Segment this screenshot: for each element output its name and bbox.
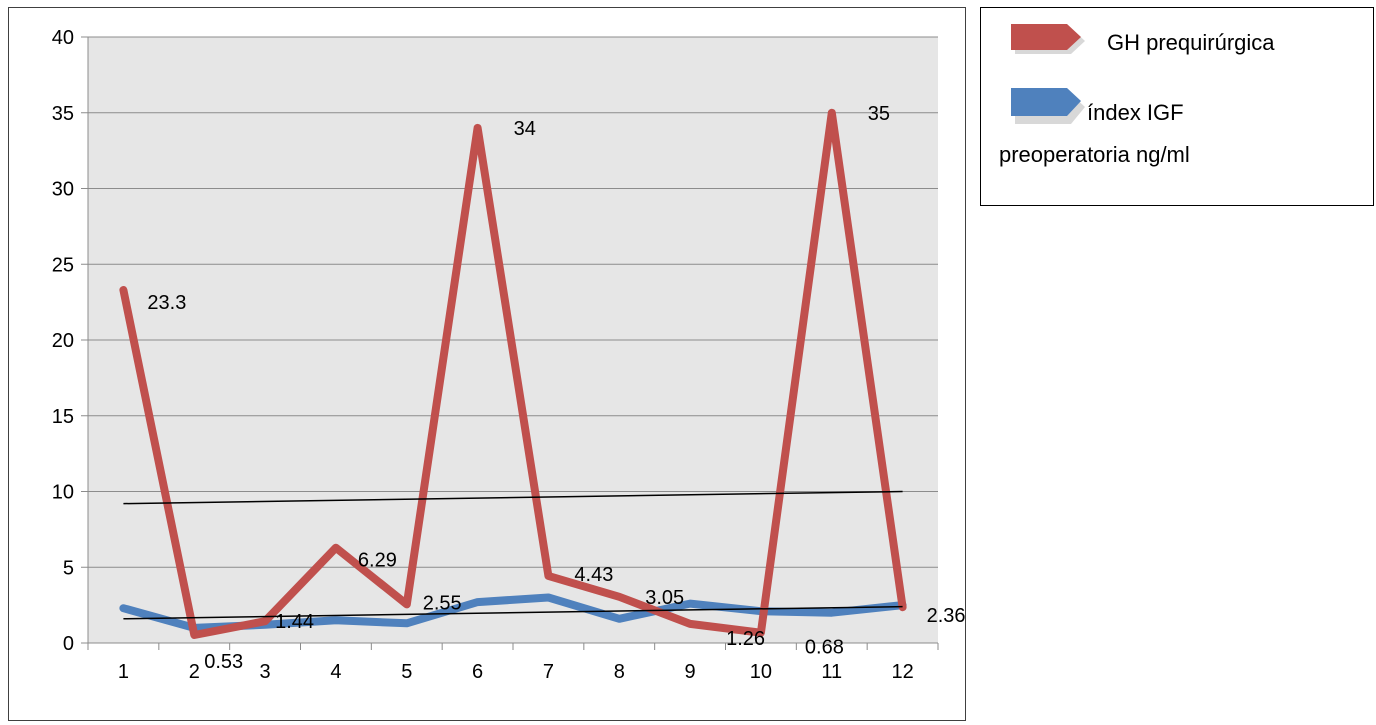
legend-swatch-gh [1011, 24, 1085, 54]
x-tick-label: 12 [891, 661, 913, 683]
y-tick-label: 40 [52, 27, 74, 49]
data-label: 1.44 [275, 611, 314, 633]
legend-swatch-igf [1011, 88, 1085, 124]
data-label: 0.68 [805, 637, 844, 659]
y-tick-label: 30 [52, 179, 74, 201]
trendline [123, 605, 903, 620]
chart-frame: 0 5 10 15 20 25 30 35 40 1 2 3 4 5 6 7 8 9 10 11 12 23.3 0.53 1… [8, 7, 966, 721]
trendline [123, 490, 903, 505]
data-label: 4.43 [574, 564, 613, 586]
y-tick-label: 20 [52, 330, 74, 352]
x-tick-label: 11 [821, 661, 842, 683]
y-tick-label: 15 [52, 406, 74, 428]
legend-label-gh: GH prequirúrgica [1107, 30, 1275, 55]
legend-label-igf-line2: preoperatoria ng/ml [999, 142, 1190, 167]
data-label: 35 [868, 103, 890, 125]
y-tick-label: 25 [52, 254, 74, 276]
data-label: 6.29 [358, 550, 397, 572]
x-tick-label: 2 [189, 661, 200, 683]
x-tick-label: 3 [260, 661, 271, 683]
x-tick-label: 9 [685, 661, 696, 683]
x-tick-label: 6 [472, 661, 483, 683]
data-label: 23.3 [147, 292, 186, 314]
data-label: 3.05 [645, 587, 684, 609]
x-tick-label: 4 [330, 661, 341, 683]
data-label: 0.53 [204, 651, 243, 673]
x-tick-label: 7 [543, 661, 554, 683]
x-tick-label: 1 [118, 661, 129, 683]
legend: GH prequirúrgica índex IGF preoperatoria… [980, 7, 1374, 206]
y-tick-label: 0 [63, 633, 74, 655]
x-tick-label: 8 [614, 661, 625, 683]
data-label: 1.26 [726, 628, 765, 650]
series-line-gh [119, 108, 907, 639]
data-label: 34 [514, 118, 536, 140]
legend-label-igf-line1: índex IGF [1087, 100, 1184, 125]
x-tick-label: 10 [750, 661, 772, 683]
data-label: 2.55 [423, 592, 462, 614]
x-tick-label: 5 [401, 661, 412, 683]
y-tick-label: 35 [52, 103, 74, 125]
data-label: 2.36 [927, 605, 966, 627]
y-tick-label: 10 [52, 482, 74, 504]
y-tick-label: 5 [63, 557, 74, 579]
